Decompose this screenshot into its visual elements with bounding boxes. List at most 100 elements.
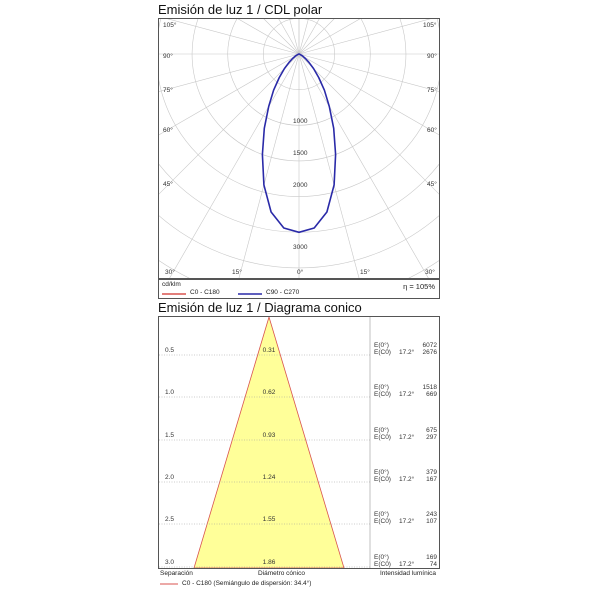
cone-e0-value: 1518 (423, 384, 438, 391)
cone-separation-value: 3.0 (165, 559, 174, 566)
polar-grid-spoke (278, 19, 300, 55)
cone-diameter-value: 0.31 (263, 347, 276, 354)
polar-grid-spoke (237, 19, 300, 55)
angle-label-left-90: 90° (163, 52, 173, 60)
angle-label-bottom-0: 0° (297, 268, 304, 276)
polar-grid-spoke (298, 19, 431, 55)
polar-grid-spoke (298, 53, 360, 278)
cone-angle-value: 17.2° (399, 348, 415, 356)
cone-separation-value: 2.0 (165, 474, 174, 481)
polar-grid-spoke (159, 53, 300, 195)
angle-label-left-60: 60° (163, 126, 173, 134)
cone-separation-value: 1.5 (165, 432, 174, 439)
cone-ec0-label: E(C0) (374, 434, 391, 441)
angle-label-bottom-15-right: 15° (360, 268, 370, 276)
polar-labels: 105° 90° 75° 60° 45° 30° 105° 90° 75° 60… (163, 21, 437, 276)
unit-label: cd/klm (162, 281, 181, 288)
cone-e0-value: 379 (426, 469, 437, 476)
cone-e0-label: E(0°) (374, 383, 389, 391)
cone-ec0-label: E(C0) (374, 518, 391, 525)
angle-label-left-75: 75° (163, 86, 173, 94)
cone-diameter-value: 1.24 (263, 474, 276, 481)
polar-grid-spoke (159, 53, 300, 136)
legend-label-c90: C90 - C270 (266, 289, 300, 296)
cone-ec0-value: 167 (426, 476, 437, 483)
polar-grid-spoke (167, 19, 300, 55)
cone-e0-value: 243 (426, 511, 437, 518)
cone-angle-value: 17.2° (399, 390, 415, 398)
intensity-label: Intensidad lumínica (380, 570, 437, 577)
polar-series-curve (261, 53, 337, 234)
cone-ec0-label: E(C0) (374, 349, 391, 356)
cone-ec0-label: E(C0) (374, 476, 391, 483)
cone-e0-value: 675 (426, 427, 437, 434)
angle-label-left-45: 45° (163, 180, 173, 188)
polar-grid-spoke (298, 53, 439, 195)
polar-grid-spoke (298, 19, 320, 55)
cone-e0-value: 169 (426, 554, 437, 561)
cone-diameter-value: 0.93 (263, 432, 276, 439)
diameter-label: Diámetro cónico (258, 570, 305, 577)
cone-e0-label: E(0°) (374, 553, 389, 561)
polar-grid-spoke (238, 53, 300, 278)
cone-separation-value: 2.5 (165, 516, 174, 523)
cone-angle-value: 17.2° (399, 433, 415, 441)
angle-label-left-105: 105° (163, 21, 177, 29)
polar-grid-spoke (169, 53, 300, 278)
radial-label-2000: 2000 (293, 182, 308, 189)
cone-e0-label: E(0°) (374, 426, 389, 434)
polar-grid-spoke (298, 19, 361, 55)
radial-label-3000: 3000 (293, 244, 308, 251)
cone-diameter-value: 0.62 (263, 389, 276, 396)
cone-ec0-value: 74 (430, 561, 438, 568)
cone-e0-label: E(0°) (374, 468, 389, 476)
cone-ec0-label: E(C0) (374, 561, 391, 568)
cone-angle-value: 17.2° (399, 475, 415, 483)
polar-grid-spoke (298, 53, 439, 92)
cone-e0-value: 6072 (423, 342, 438, 349)
separation-label: Separación (160, 570, 193, 577)
polar-chart-title: Emisión de luz 1 / CDL polar (158, 2, 323, 17)
cone-ec0-value: 107 (426, 518, 437, 525)
angle-label-bottom-15-left: 15° (232, 268, 242, 276)
angle-label-left-30: 30° (165, 268, 175, 276)
legend-label-c0: C0 - C180 (190, 289, 220, 296)
cone-ec0-label: E(C0) (374, 391, 391, 398)
polar-grid-spoke (298, 53, 439, 136)
cone-triangle (193, 317, 345, 568)
cone-diameter-value: 1.55 (263, 516, 276, 523)
efficiency-label: η = 105% (403, 282, 435, 291)
polar-grid-spoke (298, 19, 335, 55)
angle-label-right-60: 60° (427, 126, 437, 134)
cone-diameter-value: 1.86 (263, 559, 276, 566)
angle-label-right-45: 45° (427, 180, 437, 188)
radial-label-1000: 1000 (293, 118, 308, 125)
cone-ec0-value: 2676 (423, 349, 438, 356)
polar-legend: cd/klm C0 - C180 C90 - C270 η = 105% (158, 279, 440, 299)
cone-e0-label: E(0°) (374, 510, 389, 518)
polar-grid (159, 19, 439, 278)
polar-chart-frame: 105° 90° 75° 60° 45° 30° 105° 90° 75° 60… (158, 18, 440, 279)
cone-legend-label: C0 - C180 (Semiángulo de dispersión: 34.… (182, 580, 312, 587)
cone-footer: Separación Diámetro cónico Intensidad lu… (158, 569, 440, 591)
angle-label-right-30: 30° (425, 268, 435, 276)
cone-angle-value: 17.2° (399, 517, 415, 525)
angle-label-right-75: 75° (427, 86, 437, 94)
polar-grid-spoke (298, 53, 429, 278)
angle-label-right-90: 90° (427, 52, 437, 60)
cone-separation-value: 1.0 (165, 389, 174, 396)
radial-label-1500: 1500 (293, 150, 308, 157)
cone-separation-value: 0.5 (165, 347, 174, 354)
cone-ec0-value: 297 (426, 434, 437, 441)
cone-angle-value: 17.2° (399, 560, 415, 568)
cone-ec0-value: 669 (426, 391, 437, 398)
polar-curves (261, 53, 337, 234)
cone-diagram-frame: 0.5 0.31 E(0°) E(C0) 17.2° 6072 2676 1.0 0.62 E(0… (158, 316, 440, 569)
cone-e0-label: E(0°) (374, 341, 389, 349)
polar-grid-spoke (159, 53, 300, 92)
polar-chart: 105° 90° 75° 60° 45° 30° 105° 90° 75° 60… (159, 19, 439, 278)
polar-grid-spoke (263, 19, 300, 55)
angle-label-right-105: 105° (423, 21, 437, 29)
